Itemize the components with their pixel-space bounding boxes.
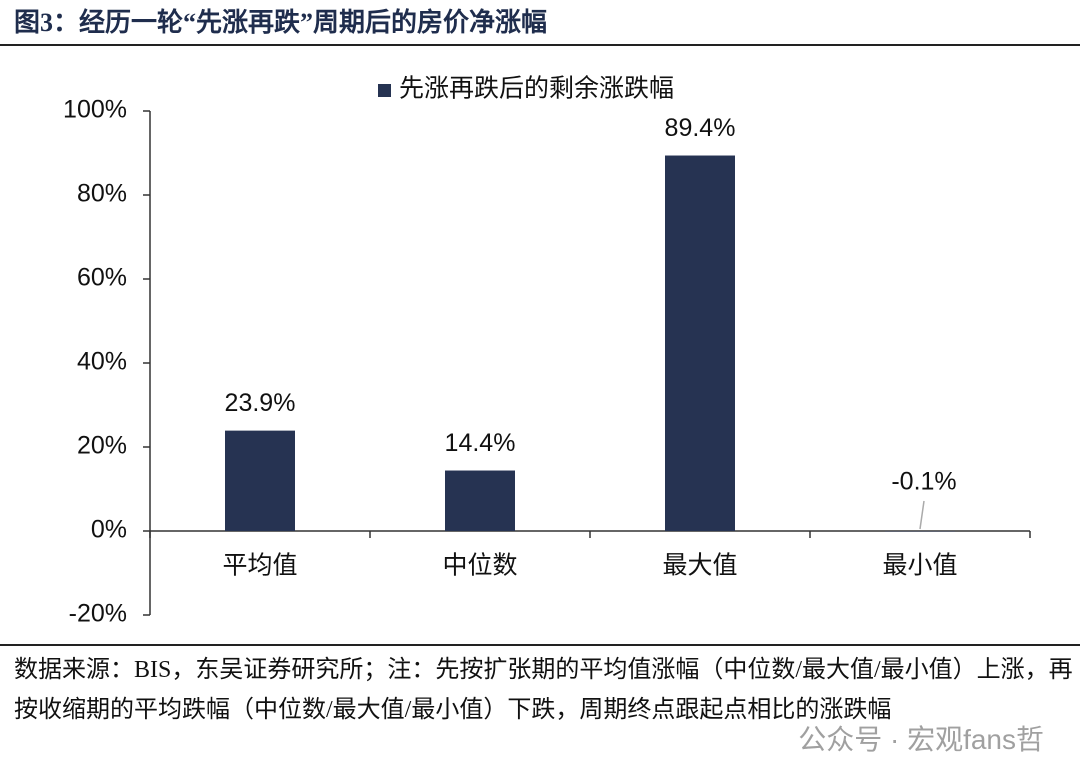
watermark: 公众号 · 宏观fans哲: [798, 724, 1044, 755]
x-tick-label: 最大值: [662, 552, 737, 580]
value-label: 89.4%: [665, 114, 736, 142]
leader-line: [919, 500, 925, 530]
bar: [445, 470, 515, 531]
value-label: 14.4%: [445, 429, 516, 457]
y-tick-label: 20%: [77, 432, 127, 460]
y-tick-label: 40%: [77, 348, 127, 376]
y-tick-label: -20%: [69, 600, 127, 628]
title: 图3：经历一轮“先涨再跌”周期后的房价净涨幅: [14, 8, 548, 37]
y-tick-label: 80%: [77, 180, 127, 208]
legend-label: 先涨再跌后的剩余涨跌幅: [399, 75, 674, 103]
value-label: 23.9%: [225, 389, 296, 417]
rule: [0, 644, 1080, 646]
bar: [225, 430, 295, 531]
value-label: -0.1%: [891, 468, 956, 496]
bar: [665, 155, 735, 531]
y-tick-label: 0%: [91, 516, 127, 544]
note: 数据来源：BIS，东吴证券研究所；注：先按扩张期的平均值涨幅（中位数/最大值/最…: [14, 657, 1073, 723]
legend-swatch: [378, 84, 391, 97]
x-tick-label: 中位数: [442, 552, 517, 580]
rule: [0, 44, 1080, 46]
y-tick-label: 100%: [63, 96, 127, 124]
x-tick-label: 平均值: [222, 552, 297, 580]
x-tick-label: 最小值: [882, 552, 957, 580]
y-tick-label: 60%: [77, 264, 127, 292]
